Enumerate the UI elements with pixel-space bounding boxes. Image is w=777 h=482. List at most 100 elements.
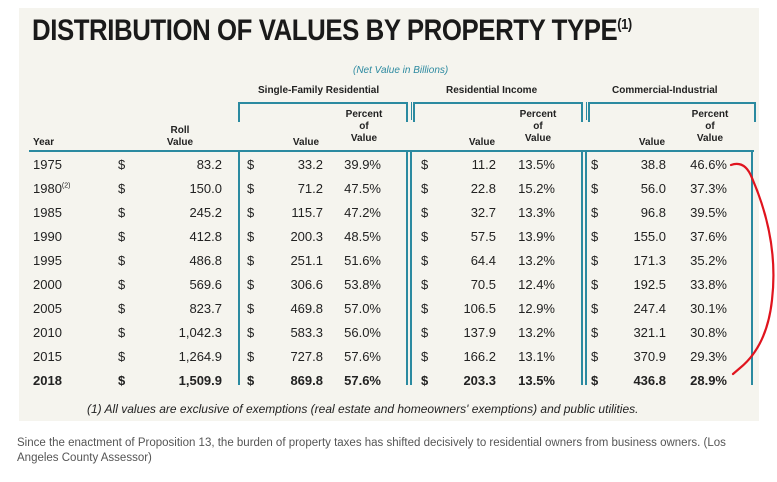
table-row: 2018 $1,509.9 $869.8 57.6% $203.3 13.5% $436.8… <box>0 369 777 393</box>
table-row: 2000 $569.6 $306.6 53.8% $70.5 12.4% $192.5 33.… <box>0 273 777 297</box>
table-row: 1985 $245.2 $115.7 47.2% $32.7 13.3% $96.8 39.5… <box>0 201 777 225</box>
column-rule <box>238 151 240 385</box>
cell-currency: $ <box>421 301 429 316</box>
cell-ci-p: 30.8% <box>690 325 727 340</box>
cell-ci-p: 46.6% <box>690 157 727 172</box>
cell-currency: $ <box>247 277 255 292</box>
cell-currency: $ <box>247 325 255 340</box>
cell-currency: $ <box>421 181 429 196</box>
cell-ci-p: 30.1% <box>690 301 727 316</box>
cell-currency: $ <box>421 157 429 172</box>
cell-year: 1975 <box>33 157 62 172</box>
cell-sfr-p: 57.6% <box>344 373 381 388</box>
cell-currency: $ <box>421 253 429 268</box>
cell-currency: $ <box>247 205 255 220</box>
cell-sfr-p: 47.5% <box>344 181 381 196</box>
cell-currency: $ <box>421 325 429 340</box>
cell-currency: $ <box>247 229 255 244</box>
cell-currency: $ <box>118 253 126 268</box>
footnote: (1) All values are exclusive of exemptio… <box>87 402 639 416</box>
cell-ci-p: 35.2% <box>690 253 727 268</box>
cell-ri-v: 203.3 <box>463 373 496 388</box>
cell-sfr-v: 115.7 <box>291 205 323 220</box>
cell-roll: 83.2 <box>196 157 222 172</box>
group-divider <box>407 102 412 120</box>
cell-year: 2015 <box>33 349 62 364</box>
cell-currency: $ <box>591 325 599 340</box>
cell-roll: 150.0 <box>189 181 222 196</box>
cell-sfr-p: 51.6% <box>344 253 381 268</box>
cell-currency: $ <box>118 157 126 172</box>
cell-ri-v: 64.4 <box>470 253 496 268</box>
cell-currency: $ <box>118 349 126 364</box>
cell-currency: $ <box>591 229 599 244</box>
group-header-single-family: Single-Family Residential <box>258 85 380 96</box>
table-subtitle: (Net Value in Billions) <box>353 65 449 76</box>
year-footnote-marker: (2) <box>61 182 71 190</box>
cell-ri-p: 13.2% <box>518 253 555 268</box>
col-header-sfr-percent: Percent of Value <box>345 109 383 144</box>
table-row: 1975 $83.2 $33.2 39.9% $11.2 13.5% $38.8 46.6% <box>0 153 777 177</box>
cell-year: 1980(2) <box>33 181 71 196</box>
col-header-year: Year <box>33 137 55 148</box>
cell-ci-p: 29.3% <box>690 349 727 364</box>
col-header-ri-value: Value <box>468 137 496 148</box>
cell-year: 2010 <box>33 325 62 340</box>
cell-ri-v: 32.7 <box>470 205 496 220</box>
cell-roll: 1,509.9 <box>178 373 222 388</box>
cell-ci-v: 96.8 <box>640 205 666 220</box>
cell-currency: $ <box>247 349 255 364</box>
cell-ci-v: 171.3 <box>633 253 666 268</box>
cell-currency: $ <box>118 277 126 292</box>
col-header-sfr-value: Value <box>292 137 320 148</box>
table-row: 1995 $486.8 $251.1 51.6% $64.4 13.2% $171.3 35.… <box>0 249 777 273</box>
cell-sfr-v: 71.2 <box>297 181 323 196</box>
cell-sfr-p: 56.0% <box>344 325 381 340</box>
cell-currency: $ <box>591 157 599 172</box>
cell-ri-p: 13.3% <box>518 205 555 220</box>
column-rule <box>751 151 753 385</box>
cell-sfr-p: 57.6% <box>344 349 381 364</box>
cell-roll: 245.2 <box>189 205 222 220</box>
cell-ri-p: 13.2% <box>518 325 555 340</box>
cell-ci-v: 370.9 <box>633 349 666 364</box>
cell-currency: $ <box>118 301 126 316</box>
cell-ri-p: 13.1% <box>518 349 555 364</box>
cell-sfr-v: 727.8 <box>290 349 323 364</box>
cell-currency: $ <box>247 373 255 388</box>
cell-currency: $ <box>591 373 599 388</box>
cell-currency: $ <box>591 301 599 316</box>
cell-currency: $ <box>591 205 599 220</box>
cell-year: 2018 <box>33 373 62 388</box>
cell-roll: 486.8 <box>189 253 222 268</box>
table-row: 2010 $1,042.3 $583.3 56.0% $137.9 13.2% $321.1… <box>0 321 777 345</box>
cell-year: 1990 <box>33 229 62 244</box>
cell-sfr-v: 306.6 <box>290 277 323 292</box>
cell-year: 2000 <box>33 277 62 292</box>
col-header-roll-value: Roll Value <box>166 125 194 148</box>
cell-currency: $ <box>421 373 429 388</box>
table-row: 2015 $1,264.9 $727.8 57.6% $166.2 13.1% $370.9… <box>0 345 777 369</box>
cell-ri-p: 15.2% <box>518 181 555 196</box>
cell-ri-v: 70.5 <box>470 277 496 292</box>
group-bracket-ci <box>588 102 756 122</box>
cell-currency: $ <box>247 181 255 196</box>
cell-currency: $ <box>591 277 599 292</box>
cell-ci-p: 28.9% <box>690 373 727 388</box>
cell-currency: $ <box>421 277 429 292</box>
cell-currency: $ <box>247 253 255 268</box>
cell-ri-v: 11.2 <box>471 157 496 172</box>
cell-currency: $ <box>421 229 429 244</box>
cell-roll: 1,042.3 <box>178 325 222 340</box>
cell-ri-v: 57.5 <box>470 229 496 244</box>
column-rule <box>581 151 587 385</box>
cell-year: 1995 <box>33 253 62 268</box>
col-header-ri-percent: Percent of Value <box>519 109 557 144</box>
cell-ri-v: 166.2 <box>463 349 496 364</box>
table-row: 1980(2) $150.0 $71.2 47.5% $22.8 15.2% $56.0 37… <box>0 177 777 201</box>
cell-ci-v: 38.8 <box>640 157 666 172</box>
cell-ci-v: 192.5 <box>633 277 666 292</box>
cell-sfr-p: 47.2% <box>344 205 381 220</box>
cell-ci-p: 37.3% <box>690 181 727 196</box>
